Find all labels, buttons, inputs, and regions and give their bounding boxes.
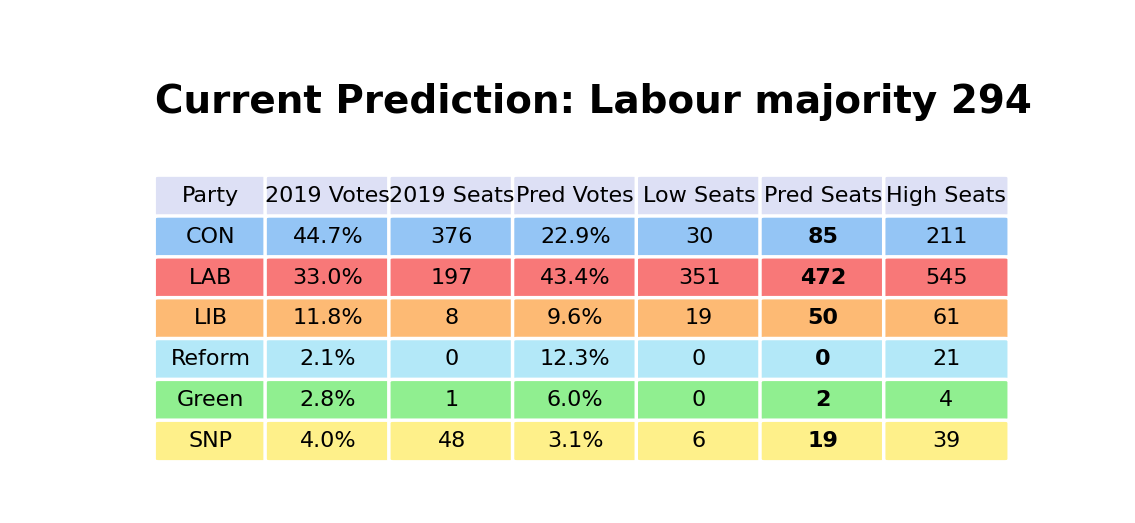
Text: LIB: LIB	[193, 309, 228, 328]
FancyBboxPatch shape	[266, 420, 390, 462]
FancyBboxPatch shape	[884, 379, 1009, 421]
Text: 44.7%: 44.7%	[293, 227, 363, 247]
Text: 0: 0	[692, 349, 706, 369]
Text: 1: 1	[445, 390, 459, 410]
FancyBboxPatch shape	[884, 257, 1009, 299]
FancyBboxPatch shape	[637, 216, 762, 258]
Text: 472: 472	[799, 268, 846, 288]
Text: 22.9%: 22.9%	[540, 227, 611, 247]
FancyBboxPatch shape	[760, 257, 885, 299]
Text: 8: 8	[445, 309, 459, 328]
Text: Pred Seats: Pred Seats	[764, 186, 882, 206]
Text: 33.0%: 33.0%	[293, 268, 363, 288]
FancyBboxPatch shape	[154, 216, 267, 258]
Text: 4: 4	[940, 390, 953, 410]
Text: Pred Votes: Pred Votes	[516, 186, 634, 206]
Text: 376: 376	[430, 227, 473, 247]
Text: Green: Green	[177, 390, 244, 410]
Text: 0: 0	[692, 390, 706, 410]
FancyBboxPatch shape	[154, 175, 267, 217]
FancyBboxPatch shape	[513, 257, 638, 299]
FancyBboxPatch shape	[637, 338, 762, 380]
FancyBboxPatch shape	[760, 338, 885, 380]
FancyBboxPatch shape	[513, 379, 638, 421]
Text: 12.3%: 12.3%	[540, 349, 611, 369]
Text: 39: 39	[932, 431, 960, 451]
FancyBboxPatch shape	[513, 175, 638, 217]
FancyBboxPatch shape	[884, 216, 1009, 258]
Text: 3.1%: 3.1%	[547, 431, 604, 451]
Text: 351: 351	[678, 268, 721, 288]
FancyBboxPatch shape	[513, 420, 638, 462]
Text: Party: Party	[182, 186, 239, 206]
Text: 2.1%: 2.1%	[300, 349, 356, 369]
Text: 21: 21	[932, 349, 960, 369]
FancyBboxPatch shape	[760, 216, 885, 258]
FancyBboxPatch shape	[389, 298, 514, 339]
Text: 2: 2	[815, 390, 831, 410]
Text: LAB: LAB	[188, 268, 233, 288]
FancyBboxPatch shape	[266, 257, 390, 299]
Text: SNP: SNP	[188, 431, 233, 451]
FancyBboxPatch shape	[154, 338, 267, 380]
Text: 48: 48	[437, 431, 465, 451]
FancyBboxPatch shape	[266, 216, 390, 258]
FancyBboxPatch shape	[760, 175, 885, 217]
Text: 2019 Votes: 2019 Votes	[266, 186, 390, 206]
Text: 50: 50	[807, 309, 839, 328]
Text: 0: 0	[815, 349, 831, 369]
Text: 6.0%: 6.0%	[547, 390, 604, 410]
Text: Reform: Reform	[170, 349, 251, 369]
FancyBboxPatch shape	[637, 175, 762, 217]
Text: 43.4%: 43.4%	[540, 268, 611, 288]
FancyBboxPatch shape	[884, 298, 1009, 339]
FancyBboxPatch shape	[884, 175, 1009, 217]
Text: 0: 0	[445, 349, 459, 369]
FancyBboxPatch shape	[637, 379, 762, 421]
Text: 211: 211	[925, 227, 968, 247]
Text: 545: 545	[925, 268, 968, 288]
FancyBboxPatch shape	[389, 216, 514, 258]
FancyBboxPatch shape	[266, 298, 390, 339]
Text: 197: 197	[430, 268, 473, 288]
Text: 30: 30	[684, 227, 713, 247]
FancyBboxPatch shape	[154, 379, 267, 421]
Text: 19: 19	[807, 431, 838, 451]
Text: High Seats: High Seats	[886, 186, 1007, 206]
FancyBboxPatch shape	[154, 257, 267, 299]
FancyBboxPatch shape	[760, 298, 885, 339]
Text: 19: 19	[684, 309, 713, 328]
FancyBboxPatch shape	[389, 379, 514, 421]
FancyBboxPatch shape	[389, 175, 514, 217]
Text: Current Prediction: Labour majority 294: Current Prediction: Labour majority 294	[155, 83, 1032, 121]
FancyBboxPatch shape	[513, 216, 638, 258]
FancyBboxPatch shape	[884, 420, 1009, 462]
FancyBboxPatch shape	[637, 298, 762, 339]
Text: CON: CON	[186, 227, 235, 247]
Text: 85: 85	[807, 227, 838, 247]
FancyBboxPatch shape	[884, 338, 1009, 380]
FancyBboxPatch shape	[637, 420, 762, 462]
Text: 11.8%: 11.8%	[293, 309, 363, 328]
Text: 4.0%: 4.0%	[300, 431, 356, 451]
FancyBboxPatch shape	[266, 379, 390, 421]
FancyBboxPatch shape	[760, 379, 885, 421]
FancyBboxPatch shape	[760, 420, 885, 462]
FancyBboxPatch shape	[154, 420, 267, 462]
FancyBboxPatch shape	[513, 298, 638, 339]
FancyBboxPatch shape	[513, 338, 638, 380]
Text: 2019 Seats: 2019 Seats	[389, 186, 514, 206]
Text: 2.8%: 2.8%	[300, 390, 356, 410]
FancyBboxPatch shape	[637, 257, 762, 299]
FancyBboxPatch shape	[389, 257, 514, 299]
FancyBboxPatch shape	[389, 420, 514, 462]
FancyBboxPatch shape	[154, 298, 267, 339]
FancyBboxPatch shape	[266, 175, 390, 217]
Text: 6: 6	[692, 431, 706, 451]
Text: 61: 61	[932, 309, 960, 328]
Text: Low Seats: Low Seats	[642, 186, 756, 206]
FancyBboxPatch shape	[389, 338, 514, 380]
FancyBboxPatch shape	[266, 338, 390, 380]
Text: 9.6%: 9.6%	[547, 309, 604, 328]
